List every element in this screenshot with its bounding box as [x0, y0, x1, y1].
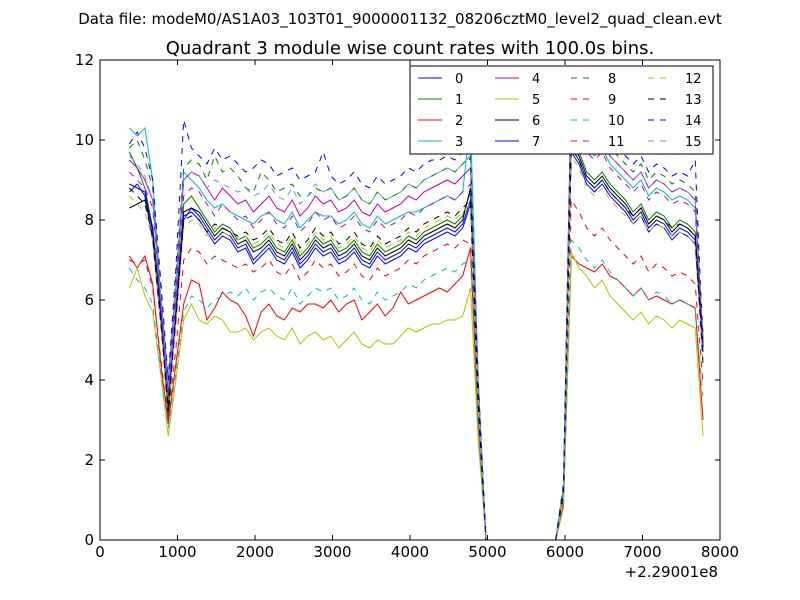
- series-line-14: [128, 98, 704, 541]
- legend-label-0: 0: [455, 72, 463, 87]
- series-line-1: [128, 138, 704, 541]
- legend-label-14: 14: [685, 114, 702, 129]
- legend-label-15: 15: [685, 135, 702, 150]
- series-line-12: [129, 154, 704, 541]
- legend-label-2: 2: [455, 114, 463, 129]
- legend-label-3: 3: [455, 135, 463, 150]
- legend-label-11: 11: [608, 135, 625, 150]
- x-tick-label: 6000: [546, 543, 584, 561]
- series-line-5: [128, 251, 704, 541]
- y-tick-label: 2: [84, 451, 94, 469]
- series-line-10: [128, 238, 704, 541]
- series-line-2: [128, 247, 704, 541]
- suptitle: Data file: modeM0/AS1A03_103T01_90000011…: [78, 10, 722, 29]
- x-tick-label: 4000: [391, 543, 429, 561]
- legend-frame: [409, 65, 714, 155]
- legend-label-9: 9: [608, 93, 616, 108]
- legend-label-5: 5: [532, 93, 540, 108]
- chart-title: Quadrant 3 module wise count rates with …: [166, 38, 655, 59]
- x-tick-label: 7000: [623, 543, 661, 561]
- series-line-3: [129, 75, 704, 541]
- legend-label-8: 8: [608, 72, 616, 87]
- series-line-15: [129, 106, 704, 541]
- x-tick-label: 0: [95, 543, 105, 561]
- y-tick-label: 10: [75, 131, 94, 149]
- y-tick-label: 0: [84, 531, 94, 549]
- y-tick-label: 4: [84, 371, 94, 389]
- x-tick-label: 1000: [158, 543, 196, 561]
- series-line-7: [129, 150, 704, 541]
- x-tick-label: 2000: [236, 543, 274, 561]
- x-tick-label: 5000: [468, 543, 506, 561]
- y-tick-label: 6: [84, 291, 94, 309]
- x-offset-label: +2.29001e8: [625, 563, 718, 581]
- legend-label-6: 6: [532, 114, 540, 129]
- series-line-9: [129, 198, 704, 541]
- legend-label-7: 7: [532, 135, 540, 150]
- legend-label-1: 1: [455, 93, 463, 108]
- y-tick-label: 8: [84, 211, 94, 229]
- y-tick-label: 12: [75, 51, 94, 69]
- x-axis: 0 1000 2000 3000 4000 5000 6000 7000 8000: [95, 60, 739, 561]
- legend-label-12: 12: [685, 72, 702, 87]
- x-tick-label: 3000: [313, 543, 351, 561]
- legend-label-10: 10: [608, 114, 625, 129]
- legend-label-13: 13: [685, 93, 702, 108]
- legend-label-4: 4: [532, 72, 540, 87]
- series-line-11: [129, 107, 704, 541]
- series-line-13: [129, 146, 704, 541]
- x-tick-label: 8000: [701, 543, 739, 561]
